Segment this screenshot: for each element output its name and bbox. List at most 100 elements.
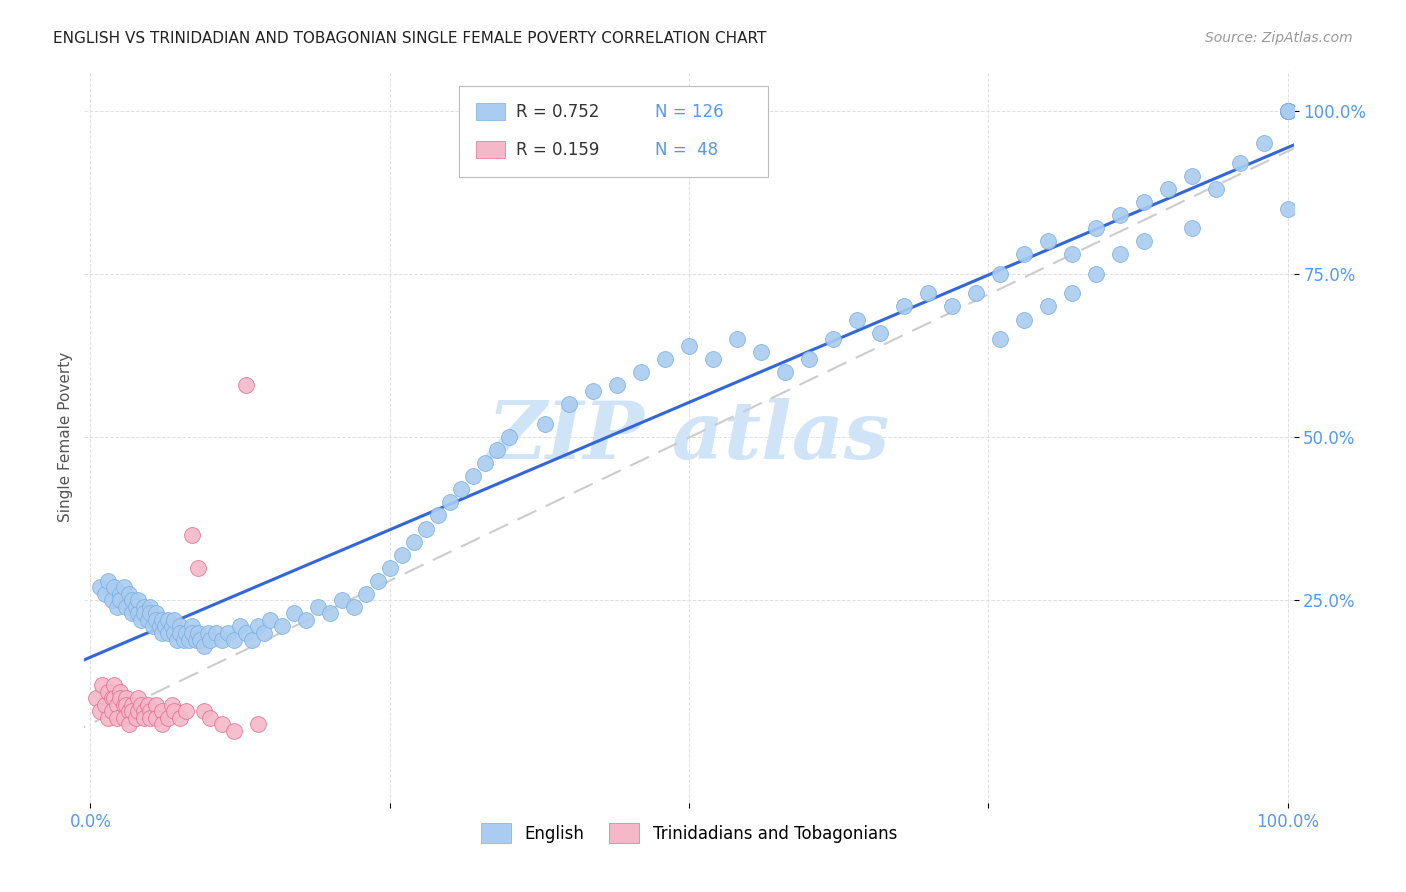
Point [1109,247,1132,261]
Point [153,619,176,633]
Point [105,599,128,614]
Point [402,534,425,549]
Point [127,691,149,706]
Point [181,528,204,542]
Point [115,599,138,614]
Point [121,607,143,621]
FancyBboxPatch shape [477,141,505,159]
Point [450,483,472,497]
Point [89,705,111,719]
Point [474,456,496,470]
Point [1205,182,1227,196]
Point [702,351,724,366]
Point [558,397,581,411]
Point [205,626,228,640]
Point [197,626,219,640]
Point [1229,155,1251,169]
Point [534,417,557,431]
Point [965,286,987,301]
Point [1277,103,1299,118]
Point [89,580,111,594]
Point [439,495,461,509]
Text: R = 0.159: R = 0.159 [516,141,599,159]
Text: ENGLISH VS TRINIDADIAN AND TOBAGONIAN SINGLE FEMALE POVERTY CORRELATION CHART: ENGLISH VS TRINIDADIAN AND TOBAGONIAN SI… [53,31,766,46]
Point [283,607,305,621]
Point [295,613,318,627]
Point [1181,221,1204,235]
Point [157,711,180,725]
Point [134,711,156,725]
Point [134,599,156,614]
Point [1060,247,1083,261]
Point [821,332,844,346]
Point [187,560,209,574]
Point [163,626,186,640]
Point [1133,234,1156,248]
Point [112,698,135,712]
Point [187,626,209,640]
Point [1277,202,1299,216]
Point [725,332,748,346]
Point [150,705,173,719]
Point [150,717,173,731]
Point [112,711,135,725]
Point [160,619,183,633]
Point [235,626,257,640]
Point [150,626,173,640]
Text: N =  48: N = 48 [655,141,718,159]
Point [125,711,148,725]
Point [845,312,868,326]
Point [190,632,212,647]
Point [367,574,389,588]
Point [110,691,132,706]
Point [391,548,413,562]
Point [121,705,143,719]
Point [118,587,141,601]
Point [1133,194,1156,209]
Point [330,593,353,607]
Point [426,508,449,523]
FancyBboxPatch shape [460,86,768,178]
Point [343,599,366,614]
Point [1157,182,1180,196]
Text: R = 0.752: R = 0.752 [516,103,599,120]
Point [145,698,167,712]
Point [145,711,167,725]
Point [136,613,159,627]
Point [184,632,207,647]
Point [105,711,128,725]
Point [797,351,820,366]
Point [110,593,132,607]
Point [139,599,162,614]
Point [606,377,628,392]
Point [110,685,132,699]
Point [259,613,281,627]
Point [415,521,437,535]
Point [498,430,520,444]
Point [198,711,221,725]
Point [103,678,125,692]
Point [181,619,204,633]
Y-axis label: Single Female Poverty: Single Female Poverty [58,352,73,522]
Point [129,613,152,627]
Point [121,698,143,712]
Point [1012,247,1035,261]
Point [181,626,204,640]
Point [654,351,676,366]
Point [86,691,108,706]
Point [115,691,138,706]
Point [127,593,149,607]
Point [1012,312,1035,326]
Point [169,711,191,725]
Point [163,613,186,627]
Point [121,593,143,607]
Point [229,619,252,633]
Point [103,691,125,706]
Point [198,632,221,647]
Point [988,267,1011,281]
Point [145,607,167,621]
Point [134,607,156,621]
Point [1036,234,1059,248]
Point [160,698,183,712]
Point [1277,103,1299,118]
